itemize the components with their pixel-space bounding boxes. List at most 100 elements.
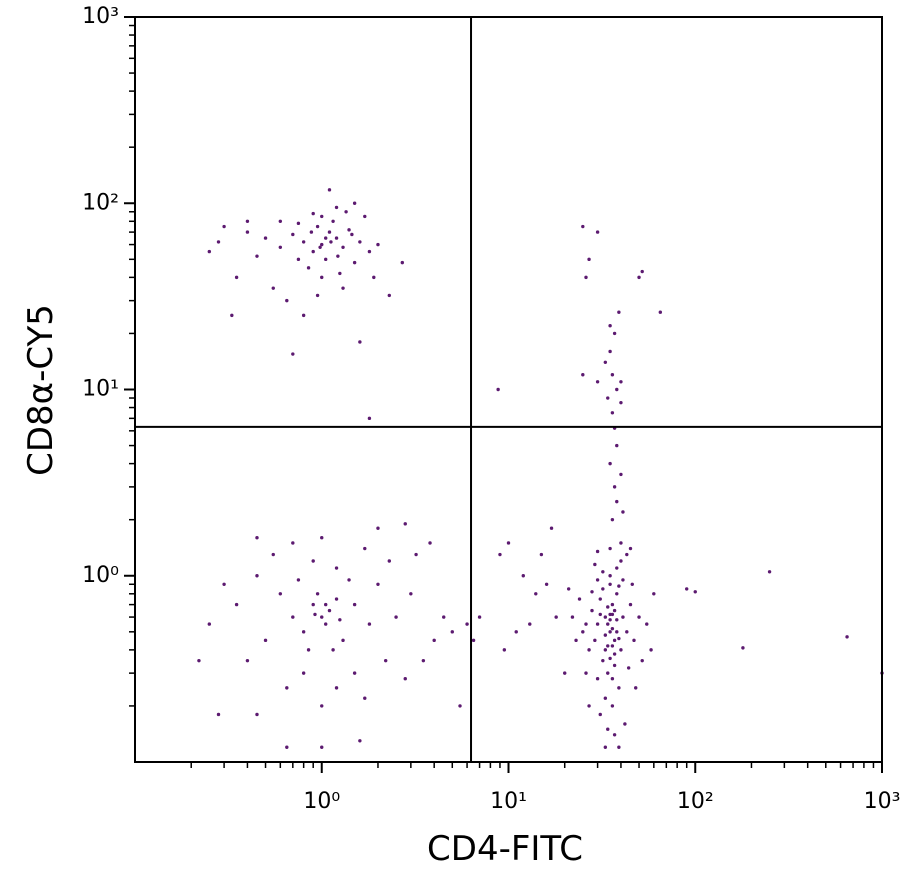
point	[845, 635, 849, 639]
y-tick-label: 10¹	[82, 377, 119, 402]
point	[334, 205, 339, 210]
point	[610, 704, 615, 708]
point	[619, 400, 623, 405]
x-tick-label: 10²	[677, 789, 714, 814]
point	[255, 574, 259, 578]
point	[617, 636, 621, 641]
point	[334, 566, 339, 570]
point	[358, 739, 362, 743]
point	[606, 644, 610, 648]
point	[334, 686, 339, 690]
point	[593, 562, 597, 567]
point	[327, 188, 332, 192]
point	[549, 526, 554, 530]
point	[421, 658, 426, 663]
point	[617, 686, 621, 690]
plot-frame	[134, 16, 883, 763]
point	[344, 210, 348, 214]
point	[403, 677, 407, 681]
point	[336, 254, 340, 258]
point	[352, 671, 357, 675]
point	[347, 228, 351, 232]
point	[566, 587, 571, 591]
point	[615, 387, 619, 392]
point	[324, 257, 328, 262]
point	[315, 224, 320, 229]
point	[502, 648, 507, 652]
x-tick-label: 10¹	[490, 789, 527, 814]
point	[245, 658, 250, 663]
y-axis-title: CD8α-CY5	[21, 304, 61, 476]
point	[615, 592, 619, 596]
point	[637, 275, 641, 280]
point	[315, 592, 320, 596]
point	[363, 546, 367, 551]
point	[245, 230, 250, 234]
point	[619, 559, 623, 563]
point	[255, 254, 259, 258]
point	[608, 618, 612, 622]
point	[234, 602, 239, 607]
point	[320, 242, 324, 247]
point	[612, 608, 617, 613]
point	[587, 704, 591, 708]
point	[327, 608, 332, 613]
point	[640, 658, 644, 663]
point	[367, 249, 372, 254]
point	[376, 526, 380, 530]
point	[619, 472, 623, 477]
point	[625, 552, 629, 557]
point	[603, 615, 608, 619]
point	[347, 578, 351, 582]
point	[216, 240, 221, 244]
point	[496, 387, 500, 392]
point	[570, 615, 575, 619]
point	[608, 324, 612, 328]
point	[320, 704, 324, 708]
point	[612, 331, 617, 336]
point	[285, 298, 289, 303]
point	[612, 663, 617, 668]
point	[313, 612, 317, 617]
point	[278, 245, 283, 250]
point	[632, 638, 636, 643]
point	[615, 618, 619, 622]
point	[584, 671, 588, 675]
point	[428, 541, 432, 545]
point	[403, 522, 407, 526]
point	[409, 592, 413, 596]
point	[387, 559, 392, 563]
point	[309, 230, 314, 234]
y-tick-label: 10²	[82, 190, 119, 215]
point	[278, 592, 283, 596]
point	[296, 257, 301, 262]
point	[581, 224, 585, 229]
point	[301, 671, 306, 675]
point	[394, 615, 398, 619]
point	[320, 745, 324, 749]
point	[311, 211, 315, 216]
point	[603, 696, 608, 700]
point	[291, 352, 295, 356]
point	[255, 712, 259, 717]
point	[584, 622, 588, 626]
point	[324, 236, 328, 240]
point	[619, 648, 623, 652]
point	[278, 219, 283, 223]
point	[352, 602, 357, 607]
point	[207, 622, 212, 626]
point	[595, 230, 600, 234]
point	[577, 597, 582, 601]
point	[595, 380, 600, 384]
point	[372, 275, 376, 280]
point	[334, 236, 339, 240]
point	[341, 638, 345, 643]
point	[338, 271, 342, 276]
point	[334, 597, 339, 601]
point	[327, 230, 332, 234]
point	[352, 201, 357, 205]
x-tick-label: 10⁰	[303, 789, 340, 814]
point	[598, 612, 602, 617]
point	[601, 570, 605, 574]
point	[587, 648, 591, 652]
